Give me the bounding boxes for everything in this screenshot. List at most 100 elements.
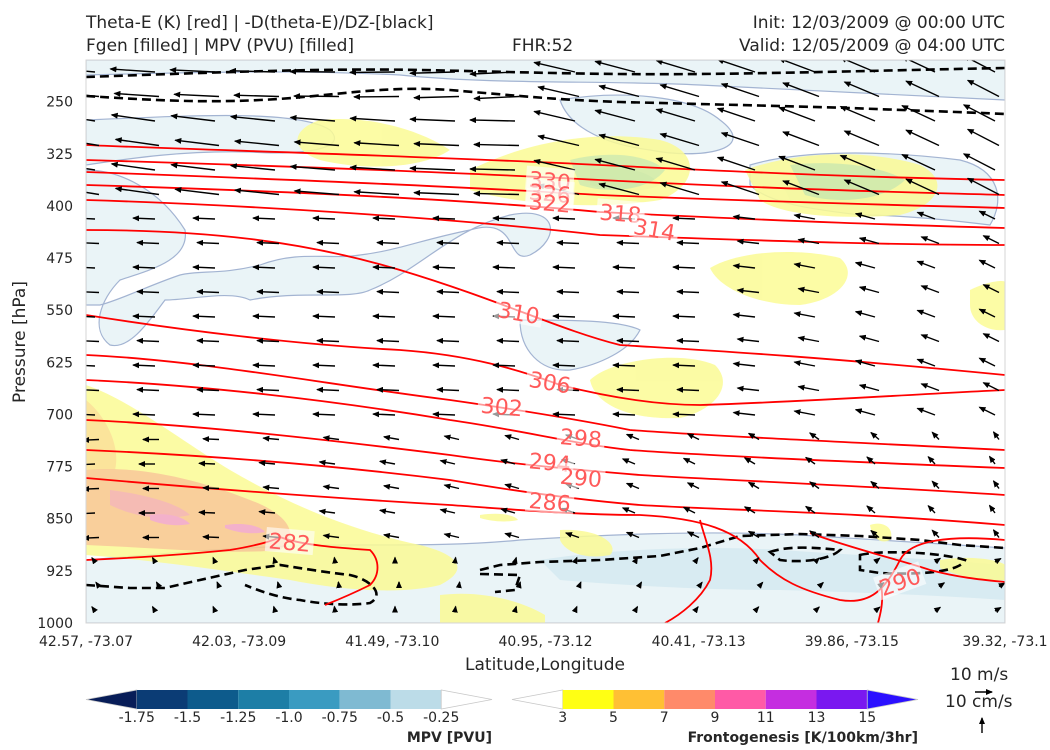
wind-vector [86, 217, 96, 220]
wind-vector [747, 481, 760, 490]
wind-vector [635, 581, 643, 589]
wind-vector [631, 556, 639, 565]
wind-vector [533, 109, 576, 122]
y-tick-label: 400 [46, 199, 73, 215]
wind-vector [994, 557, 1002, 565]
wind-vector [196, 239, 220, 246]
wind-vector [571, 556, 578, 565]
x-tick-label: 40.41, -73.13 [652, 634, 746, 650]
wind-vector [289, 114, 336, 122]
wind-vector [594, 109, 636, 122]
chart-title-line2: Fgen [filled] | MPV (PVU) [filled] [86, 36, 355, 56]
wind-vector [332, 605, 339, 613]
wind-vector [496, 386, 520, 393]
wind-vector [349, 164, 396, 171]
wind-vector [978, 308, 996, 318]
wind-vector [316, 239, 340, 246]
wind-vector [556, 337, 580, 344]
wind-vector [916, 309, 936, 318]
wind-vector [504, 483, 520, 490]
wind-vector [409, 165, 456, 172]
wind-vector [376, 337, 400, 344]
wind-vector [537, 134, 580, 147]
wind-vector [192, 313, 216, 320]
wind-vector [854, 261, 876, 269]
wind-vector [439, 508, 456, 514]
theta-e-label: 322 [528, 190, 572, 219]
wind-vector [809, 432, 820, 441]
wind-vector [616, 386, 640, 393]
wind-vector [720, 180, 760, 196]
wind-vector [293, 188, 340, 196]
forecast-hour: FHR:52 [512, 36, 574, 56]
contour-label-bg [628, 212, 681, 245]
colorbar-tick: -0.25 [423, 710, 459, 726]
wind-vector [655, 157, 696, 171]
wind-vector [409, 116, 456, 123]
wind-vector [756, 581, 764, 589]
wind-vector [170, 113, 216, 122]
wind-vector [372, 215, 396, 222]
y-tick-label: 550 [46, 303, 73, 319]
wind-vector [233, 138, 280, 147]
wind-vector [962, 60, 996, 73]
wind-vector [672, 215, 696, 222]
wind-vector [86, 142, 100, 147]
wind-vector [982, 235, 1000, 245]
wind-vector [672, 313, 696, 320]
wind-vector [992, 529, 1000, 538]
wind-vector [196, 288, 220, 295]
wind-vector [552, 215, 576, 222]
colorbar-swatch [613, 690, 665, 709]
wind-vector [672, 264, 696, 271]
x-tick-label: 39.32, -73.1 [962, 634, 1047, 650]
wind-ref-horizontal: 10 m/s [950, 665, 1008, 685]
wind-vector [432, 313, 456, 320]
wind-vector [114, 137, 160, 147]
wind-vector [86, 266, 96, 269]
wind-vector [500, 507, 516, 514]
wind-vector [155, 581, 163, 589]
colorbar-swatch [664, 690, 715, 709]
wind-vector [202, 436, 220, 443]
wind-vector [312, 362, 336, 369]
colorbar-tick: -1.75 [119, 710, 155, 726]
contour-label-bg [524, 365, 576, 398]
wind-vector [843, 130, 880, 147]
wind-vector [504, 532, 520, 539]
wind-vector [858, 383, 880, 392]
wind-vector [382, 483, 400, 490]
y-tick-label: 925 [46, 564, 73, 580]
wind-vector [413, 189, 460, 196]
wind-vector [736, 287, 760, 294]
wind-vector [716, 107, 756, 122]
wind-vector [552, 362, 576, 369]
x-axis-ticks: 42.57, -73.07 42.03, -73.09 41.49, -73.10 4… [39, 634, 1048, 650]
wind-vector [937, 582, 946, 589]
wind-vector [170, 162, 216, 171]
wind-vector [372, 313, 396, 320]
y-tick-label: 325 [46, 147, 73, 163]
wind-vector [616, 288, 640, 295]
x-tick-label: 39.86, -73.15 [805, 634, 899, 650]
wind-vector [533, 60, 576, 73]
wind-vector [252, 362, 276, 369]
wind-vector [372, 411, 396, 418]
wind-vector [496, 239, 520, 246]
colorbar-swatch [390, 690, 442, 709]
wind-vector [272, 556, 279, 565]
wind-vector [86, 315, 96, 318]
y-axis-label: Pressure [hPa] [10, 281, 30, 403]
wind-vector [682, 506, 696, 514]
wind-vector [312, 215, 336, 222]
wind-vector [978, 357, 996, 367]
contour-label-bg [524, 486, 575, 515]
wind-vector [858, 334, 880, 343]
wind-vector [655, 108, 696, 122]
wind-vector [797, 286, 820, 294]
wind-vector [202, 534, 220, 541]
wind-vector [858, 285, 880, 294]
wind-vector [747, 432, 760, 441]
theta-e-line [86, 171, 1005, 209]
wind-vector [616, 239, 640, 246]
